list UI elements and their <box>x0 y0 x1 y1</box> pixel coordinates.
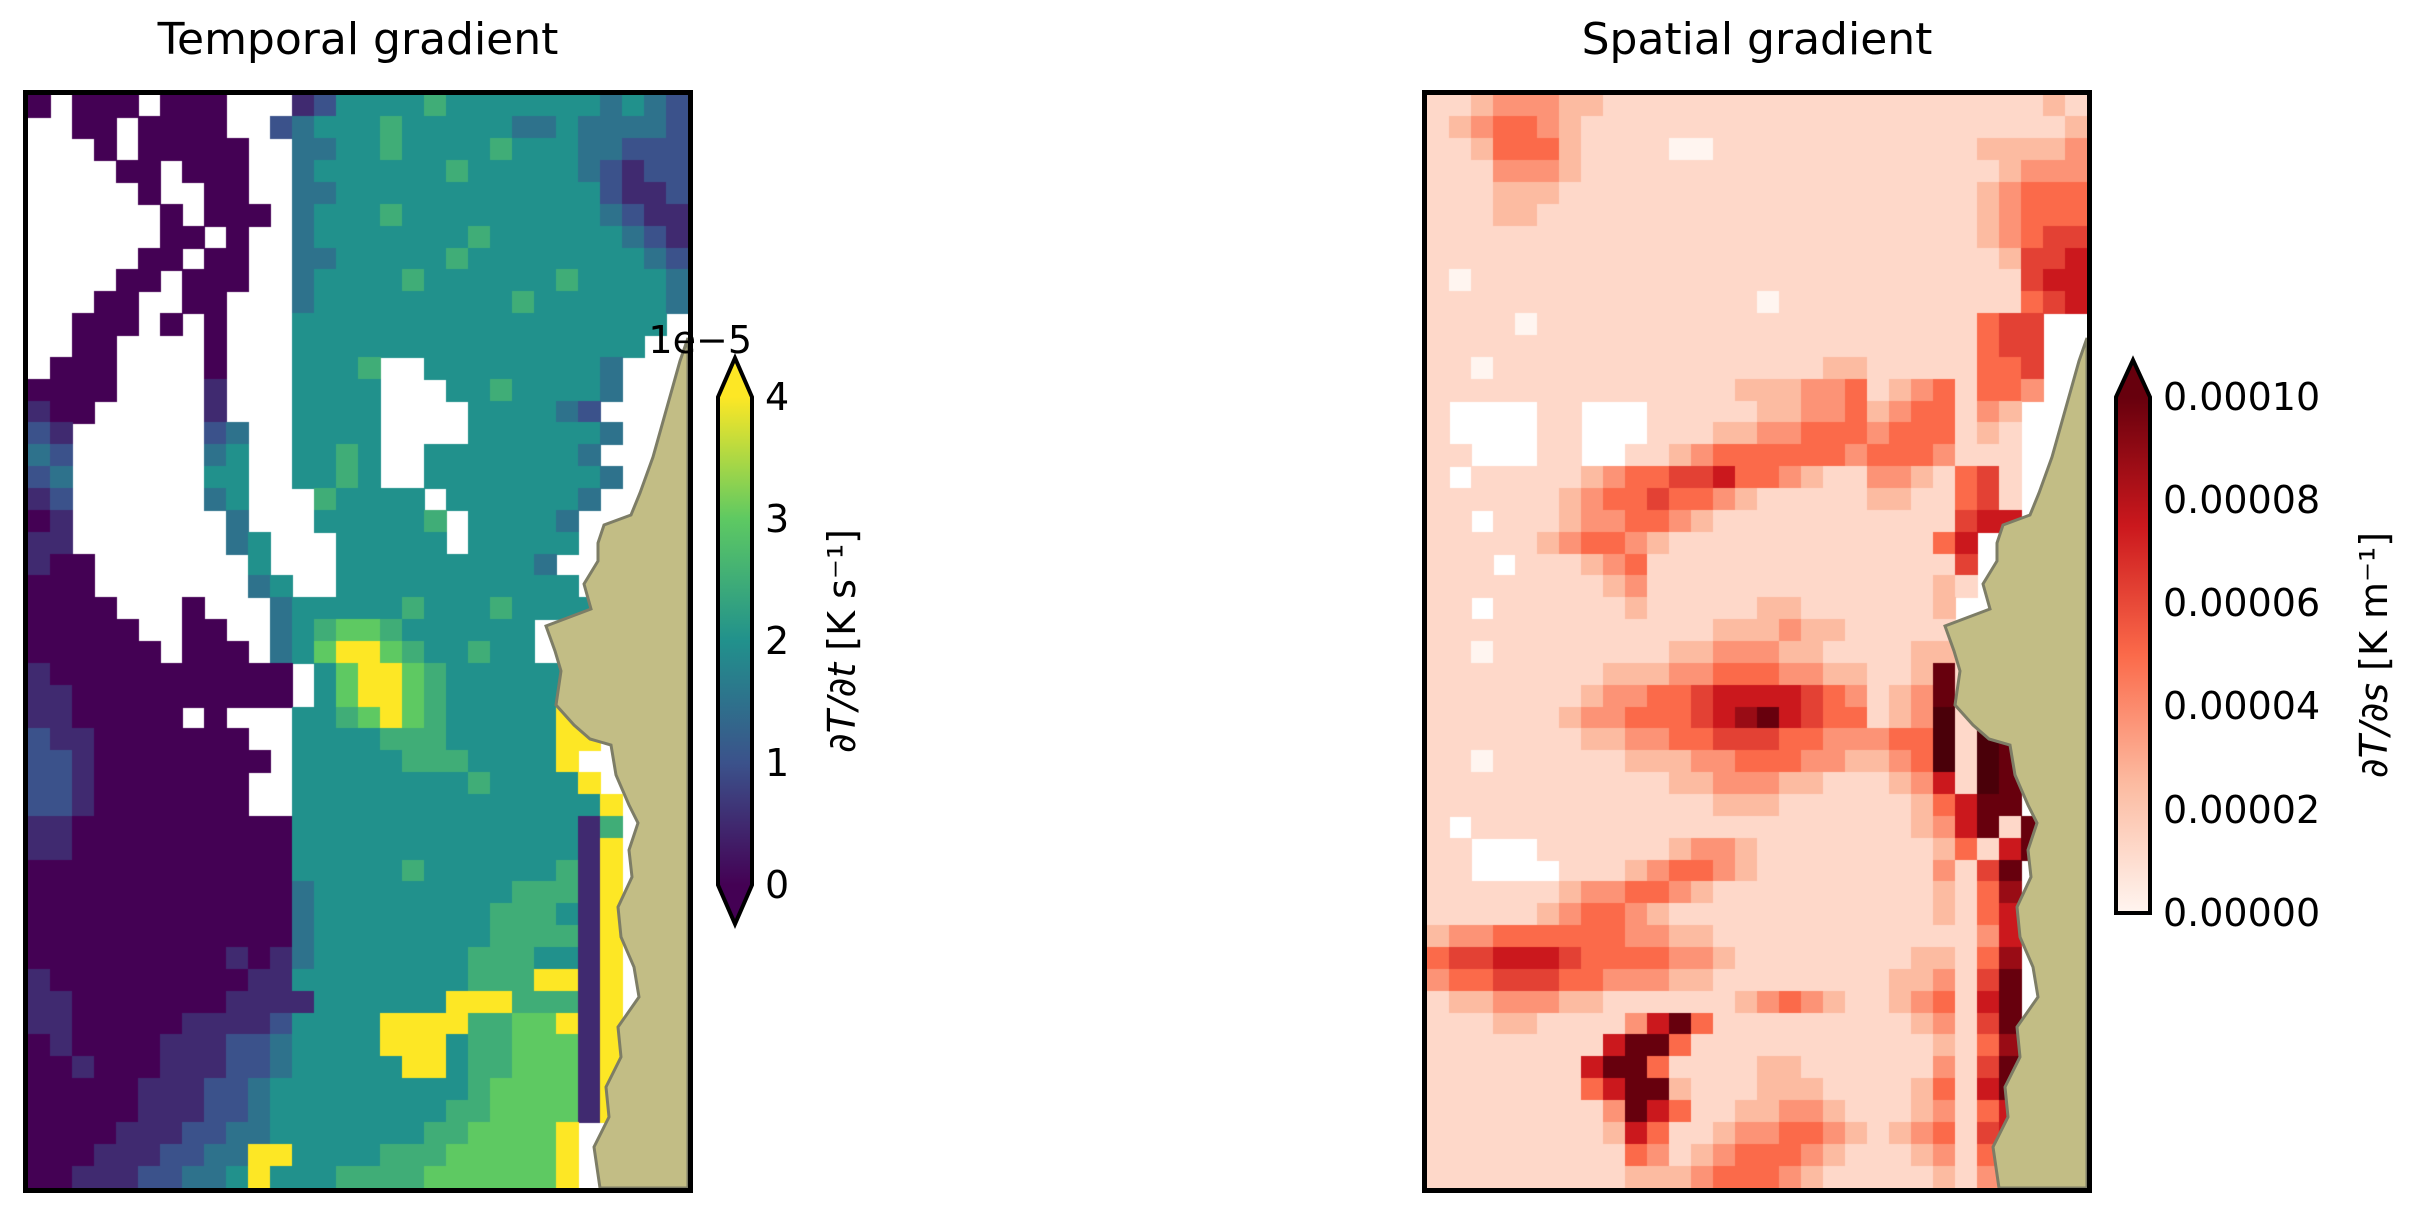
spatial-colorbar-label-variable: ∂T/∂s <box>2352 682 2396 779</box>
spatial-colorbar-tick-label: 0.00010 <box>2163 375 2321 419</box>
temporal-colorbar-tick-label: 4 <box>765 375 790 419</box>
temporal-colorbar-axis-label: ∂T/∂t [K s⁻¹] <box>820 529 864 753</box>
spatial-colorbar-tick-label: 0.00002 <box>2163 788 2321 832</box>
spatial-colorbar-tick-label: 0.00008 <box>2163 478 2321 522</box>
temporal-colorbar-label-variable: ∂T/∂t <box>820 662 864 754</box>
temporal-colorbar-tick-label: 1 <box>765 741 790 785</box>
land-polygon <box>1943 337 2087 1188</box>
land-polygon <box>544 337 688 1188</box>
spatial-colorbar-tick-label: 0.00006 <box>2163 581 2321 625</box>
spatial-colorbar-axis-label: ∂T/∂s [K m⁻¹] <box>2352 532 2396 778</box>
temporal-colorbar-tick-label: 2 <box>765 619 790 663</box>
spatial-gradient-title: Spatial gradient <box>1581 14 1933 65</box>
temporal-gradient-title: Temporal gradient <box>157 14 559 65</box>
coastline-path <box>1943 337 2087 1188</box>
spatial-gradient-map <box>1422 90 2092 1193</box>
temporal-colorbar-tick-label: 3 <box>765 497 790 541</box>
temporal-colorbar-tick-label: 0 <box>765 863 790 907</box>
spatial-colorbar-tick-label: 0.00004 <box>2163 684 2321 728</box>
temporal-colorbar-offset-label: 1e−5 <box>648 318 752 362</box>
spatial-colorbar <box>2114 355 2152 915</box>
temporal-colorbar-label-units: [K s⁻¹] <box>820 528 864 663</box>
coastline-path <box>544 337 688 1188</box>
spatial-colorbar-label-units: [K m⁻¹] <box>2352 531 2396 683</box>
spatial-colorbar-tick-label: 0.00000 <box>2163 891 2321 935</box>
temporal-gradient-map <box>23 90 693 1193</box>
temporal-colorbar <box>716 352 754 930</box>
